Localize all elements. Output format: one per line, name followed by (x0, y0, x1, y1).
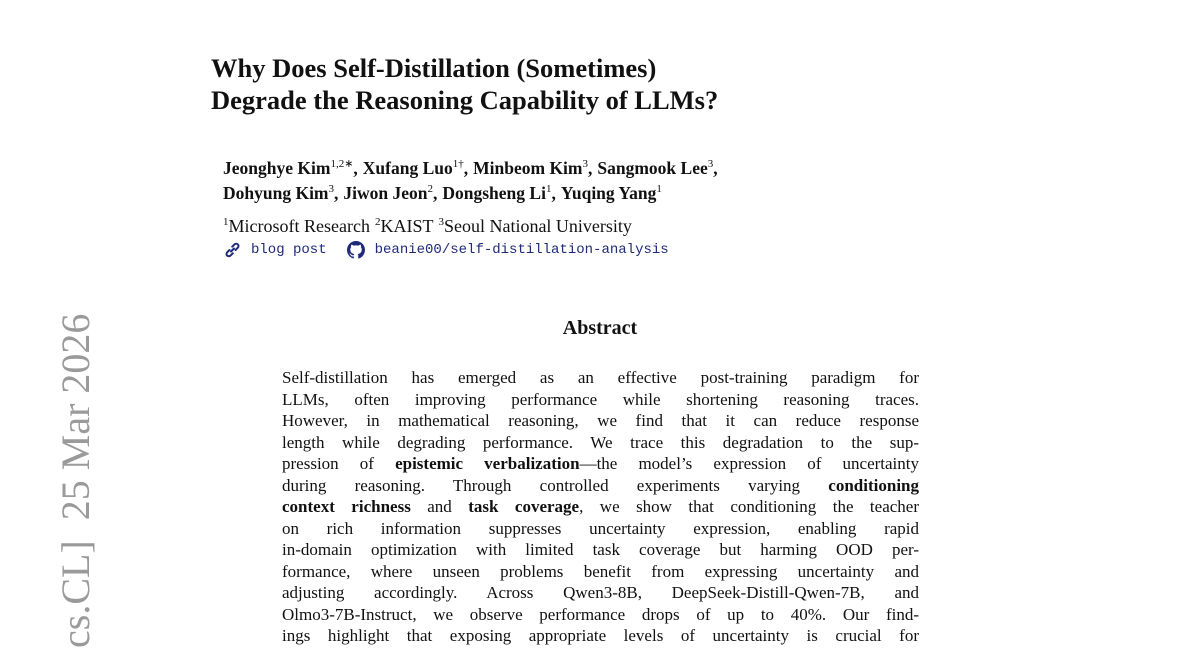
abstract-text: Self-distillation has emerged as an effe… (282, 368, 919, 387)
author-line: Dohyung Kim3, Jiwon Jeon2, Dongsheng Li1, Y… (223, 181, 718, 206)
author-separator: , (463, 158, 469, 178)
abstract-line: LLMs, often improving performance while … (282, 389, 919, 411)
author-affil-mark: 2 (427, 183, 434, 195)
abstract-text: pression of (282, 454, 396, 473)
affiliation-name: Seoul National University (443, 216, 632, 236)
author: Dongsheng Li1, (442, 183, 555, 203)
abstract-emphasis: epistemic verbalization (395, 454, 580, 473)
author-list: Jeonghye Kim1,2∗, Xufang Luo1†, Minbeom Ki… (223, 156, 718, 206)
abstract-text: , we show that conditioning the teacher (579, 497, 919, 516)
author-name: Dongsheng Li (442, 183, 546, 203)
author-affil-mark: 1 (545, 183, 552, 195)
abstract-text: formance, where unseen problems benefit … (282, 561, 919, 581)
abstract-emphasis: task coverage (468, 497, 580, 516)
author: Yuqing Yang1 (561, 183, 662, 203)
abstract-line: Olmo3-7B-Instruct, we observe performanc… (282, 604, 919, 626)
abstract-text: on rich information suppresses uncertain… (282, 518, 919, 538)
abstract-text: length while degrading performance. We t… (282, 432, 919, 452)
paper-title: Why Does Self-Distillation (Sometimes) D… (211, 52, 718, 116)
author-separator: , (551, 183, 556, 203)
author: Jeonghye Kim1,2∗, (223, 158, 358, 178)
affiliation: 1Microsoft Research (223, 216, 370, 236)
abstract-line: during reasoning. Through controlled exp… (282, 475, 919, 497)
author-name: Minbeom Kim (473, 158, 583, 178)
author-name: Xufang Luo (362, 158, 453, 178)
links: blog post beanie00/self-distillation-ana… (223, 240, 669, 260)
author: Sangmook Lee3, (597, 158, 717, 178)
author-line: Jeonghye Kim1,2∗, Xufang Luo1†, Minbeom Ki… (223, 156, 718, 181)
abstract-emphasis: conditioning (828, 475, 919, 495)
abstract-text: adjusting accordingly. Across Qwen3-8B, … (282, 583, 919, 602)
author-separator: , (353, 158, 358, 178)
abstract-line: However, in mathematical reasoning, we f… (282, 410, 919, 432)
abstract-text: and (410, 497, 469, 516)
author: Dohyung Kim3, (223, 183, 338, 203)
author-affil-mark: 1† (452, 158, 464, 170)
affiliation-name: Microsoft Research (228, 216, 370, 236)
affiliation: 3Seoul National University (438, 216, 631, 236)
abstract-emphasis: context richness (282, 497, 411, 516)
affiliation: 2KAIST (375, 216, 434, 236)
arxiv-stamp: cs.CL] 25 Mar 2026 (53, 313, 98, 648)
author: Xufang Luo1†, (363, 158, 468, 178)
abstract-line: adjusting accordingly. Across Qwen3-8B, … (282, 582, 919, 604)
title-line: Degrade the Reasoning Capability of LLMs… (211, 85, 719, 115)
abstract-line: context richness and task coverage, we s… (282, 496, 919, 518)
abstract-line: formance, where unseen problems benefit … (282, 561, 919, 583)
affiliation-mark: 3 (438, 216, 444, 228)
author-name: Yuqing Yang (560, 183, 657, 203)
github-link[interactable]: beanie00/self-distillation-analysis (374, 242, 669, 258)
abstract-text: in-domain optimization with limited task… (282, 540, 919, 559)
author-affil-mark: 3 (707, 158, 714, 170)
abstract-text: during reasoning. Through controlled exp… (282, 475, 829, 495)
abstract-text: However, in mathematical reasoning, we f… (282, 411, 919, 430)
author-affil-mark: 1,2∗ (330, 158, 354, 170)
abstract-line: pression of epistemic verbalization—the … (282, 453, 919, 475)
abstract-text: —the model’s expression of uncertainty (579, 454, 919, 473)
affiliation-mark: 1 (223, 216, 229, 228)
github-icon (346, 241, 365, 259)
link-icon (225, 242, 240, 258)
abstract-text: ings highlight that exposing appropriate… (282, 626, 919, 645)
blog-link[interactable]: blog post (251, 242, 327, 258)
author: Jiwon Jeon2, (343, 183, 437, 203)
affiliations: 1Microsoft Research 2KAIST 3Seoul National… (223, 214, 637, 238)
author-separator: , (713, 158, 718, 178)
author-name: Dohyung Kim (223, 183, 329, 203)
author-affil-mark: 3 (328, 183, 335, 195)
abstract-line: length while degrading performance. We t… (282, 432, 919, 454)
abstract-line: in-domain optimization with limited task… (282, 539, 919, 561)
affiliation-mark: 2 (374, 216, 381, 228)
abstract-line: ings highlight that exposing appropriate… (282, 625, 919, 647)
author-affil-mark: 3 (582, 158, 589, 170)
author-name: Jiwon Jeon (343, 183, 428, 203)
abstract-text: LLMs, often improving performance while … (282, 389, 919, 409)
abstract-heading: Abstract (562, 317, 638, 339)
abstract-text: Olmo3-7B-Instruct, we observe performanc… (282, 604, 919, 624)
author: Minbeom Kim3, (473, 158, 592, 178)
abstract-line: Self-distillation has emerged as an effe… (282, 367, 919, 389)
author-separator: , (588, 158, 593, 178)
author-name: Jeonghye Kim (223, 158, 331, 178)
author-separator: , (334, 183, 339, 203)
abstract-body: Self-distillation has emerged as an effe… (282, 367, 919, 647)
author-affil-mark: 1 (656, 183, 662, 195)
author-name: Sangmook Lee (597, 158, 708, 178)
title-line: Why Does Self-Distillation (Sometimes) (211, 53, 657, 83)
author-separator: , (433, 183, 438, 203)
affiliation-name: KAIST (380, 216, 434, 236)
abstract-line: on rich information suppresses uncertain… (282, 518, 919, 540)
